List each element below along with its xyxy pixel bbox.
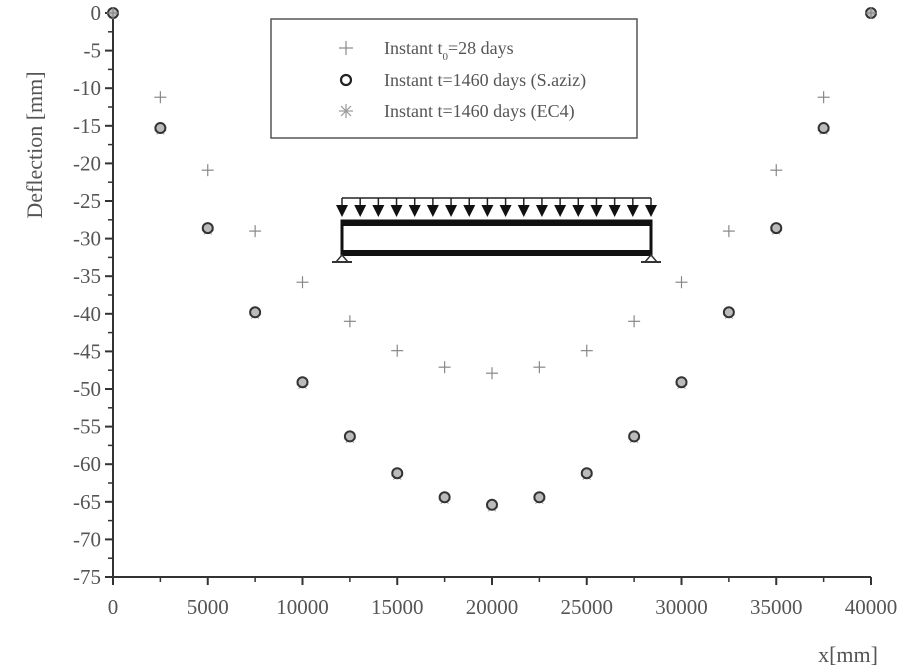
y-tick-label: -10 xyxy=(73,76,101,100)
y-tick-label: -5 xyxy=(84,39,102,63)
x-axis-ticks: 0 5000 10000 15000 20000 25000 30000 35000 40000 xyxy=(108,577,898,619)
point-saziz xyxy=(675,376,688,389)
point-t0 xyxy=(154,91,167,104)
point-saziz xyxy=(343,430,356,443)
legend-marker-circle xyxy=(339,73,353,87)
x-tick-label: 5000 xyxy=(187,595,229,619)
x-tick-label: 25000 xyxy=(561,595,614,619)
y-axis-ticks: 0 -5 -10 -15 -20 -25 -30 -35 -40 -45 -50 -55 -60 -65 -… xyxy=(73,1,113,589)
legend-label-t0: Instant t0=28 days xyxy=(384,38,514,63)
point-t0 xyxy=(296,276,309,289)
point-t0 xyxy=(533,361,546,374)
legend-marker-asterisk xyxy=(339,104,353,118)
y-tick-label: -60 xyxy=(73,452,101,476)
y-tick-label: -65 xyxy=(73,490,101,514)
point-t0 xyxy=(770,164,783,177)
point-saziz xyxy=(391,467,404,480)
y-tick-label: -50 xyxy=(73,377,101,401)
point-saziz xyxy=(722,306,735,319)
y-tick-label: -75 xyxy=(73,565,101,589)
point-saziz xyxy=(628,430,641,443)
point-t0 xyxy=(343,315,356,328)
point-saziz xyxy=(438,491,451,504)
x-tick-label: 35000 xyxy=(750,595,803,619)
x-axis-label: x[mm] xyxy=(818,642,878,667)
y-tick-label: -30 xyxy=(73,227,101,251)
y-tick-label: -70 xyxy=(73,527,101,551)
y-axis-label: Deflection [mm] xyxy=(22,71,47,218)
point-t0 xyxy=(675,276,688,289)
x-tick-label: 15000 xyxy=(371,595,424,619)
point-t0 xyxy=(249,225,262,238)
legend-marker-plus xyxy=(339,41,353,55)
point-t0 xyxy=(865,7,877,19)
beam-diagram xyxy=(332,197,661,263)
point-t0 xyxy=(486,367,498,380)
point-t0 xyxy=(438,361,451,374)
point-t0 xyxy=(817,91,830,104)
point-t0 xyxy=(107,7,119,19)
y-tick-label: -15 xyxy=(73,114,101,138)
y-tick-label: 0 xyxy=(91,1,102,25)
point-t0 xyxy=(391,344,404,357)
point-t0 xyxy=(201,164,214,177)
y-tick-label: -25 xyxy=(73,189,101,213)
y-tick-label: -55 xyxy=(73,415,101,439)
y-tick-label: -45 xyxy=(73,339,101,363)
x-tick-label: 10000 xyxy=(276,595,329,619)
y-tick-label: -20 xyxy=(73,151,101,175)
legend: Instant t0=28 days Instant t=1460 days (… xyxy=(270,18,638,139)
x-tick-label: 40000 xyxy=(845,595,898,619)
point-saziz xyxy=(486,498,498,511)
point-saziz xyxy=(296,376,309,389)
point-saziz xyxy=(201,222,214,235)
data-points xyxy=(107,7,877,512)
legend-label-ec4: Instant t=1460 days (EC4) xyxy=(384,101,575,122)
y-tick-label: -35 xyxy=(73,264,101,288)
point-t0 xyxy=(722,225,735,238)
point-t0 xyxy=(580,344,593,357)
point-saziz xyxy=(770,222,783,235)
x-tick-label: 20000 xyxy=(466,595,519,619)
y-tick-label: -40 xyxy=(73,302,101,326)
legend-label-saziz: Instant t=1460 days (S.aziz) xyxy=(384,70,586,91)
point-t0 xyxy=(628,315,641,328)
x-tick-label: 0 xyxy=(108,595,119,619)
legend-box xyxy=(270,18,638,139)
point-saziz xyxy=(249,306,262,319)
point-saziz xyxy=(817,122,830,135)
point-saziz xyxy=(533,491,546,504)
point-saziz xyxy=(580,467,593,480)
x-tick-label: 30000 xyxy=(655,595,708,619)
point-saziz xyxy=(154,122,167,135)
